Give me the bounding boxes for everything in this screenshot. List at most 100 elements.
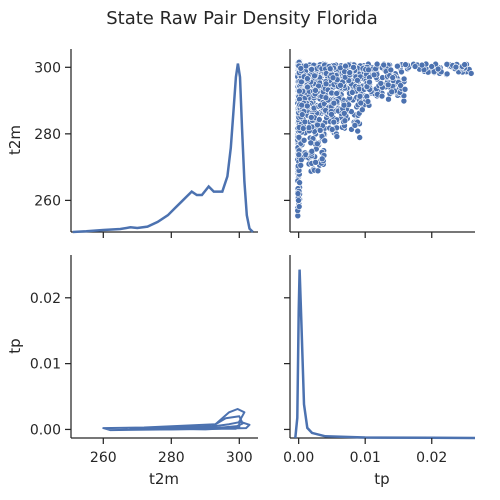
tp-kde-curve bbox=[294, 269, 476, 440]
scatter-point bbox=[373, 60, 381, 68]
scatter-point bbox=[385, 95, 392, 103]
scatter-point bbox=[326, 65, 334, 72]
panel-t2m-kde: 260 280 300 bbox=[34, 49, 258, 238]
scatter-point bbox=[328, 111, 335, 118]
scatter-point bbox=[341, 117, 349, 124]
y-axis-label-tp: tp bbox=[6, 338, 24, 353]
panel-tp-kde-ticks: 0.00 0.01 0.02 bbox=[283, 297, 447, 466]
scatter-point bbox=[316, 127, 324, 134]
scatter-point bbox=[314, 140, 321, 148]
scatter-point bbox=[365, 66, 372, 74]
scatter-point bbox=[315, 116, 323, 123]
scatter-point bbox=[321, 137, 329, 144]
scatter-point bbox=[322, 94, 330, 101]
scatter-point bbox=[311, 72, 318, 80]
scatter-point bbox=[295, 197, 302, 204]
scatter-point bbox=[297, 162, 305, 169]
scatter-point bbox=[452, 63, 460, 71]
scatter-point bbox=[357, 99, 365, 107]
scatter-point bbox=[388, 88, 396, 96]
scatter-point bbox=[387, 66, 395, 74]
scatter-point bbox=[389, 74, 397, 81]
scatter-point bbox=[297, 65, 305, 72]
scatter-point bbox=[348, 89, 356, 96]
scatter-point bbox=[467, 70, 475, 77]
scatter-point bbox=[384, 81, 392, 89]
scatter-point bbox=[294, 190, 302, 197]
panel-kde2d-tp-vs-t2m: 0.00 0.01 0.02 260 280 300 bbox=[30, 255, 258, 466]
scatter-point bbox=[295, 151, 303, 158]
scatter-point bbox=[401, 86, 409, 93]
scatter-point bbox=[340, 101, 348, 109]
panel-kde2d-ticks: 0.00 0.01 0.02 260 280 300 bbox=[30, 291, 253, 466]
scatter-point bbox=[312, 159, 319, 166]
scatter-point bbox=[461, 61, 468, 68]
scatter-point bbox=[418, 61, 426, 69]
scatter-point bbox=[301, 118, 309, 126]
scatter-point bbox=[378, 92, 386, 100]
scatter-point bbox=[333, 90, 341, 97]
scatter-point bbox=[342, 62, 349, 70]
scatter-point bbox=[296, 179, 303, 186]
scatter-point bbox=[340, 110, 348, 117]
scatter-point bbox=[300, 137, 308, 144]
scatter-point bbox=[356, 134, 364, 141]
t2m-kde-curve bbox=[72, 63, 254, 234]
scatter-point bbox=[308, 148, 316, 155]
scatter-point bbox=[394, 62, 401, 70]
scatter-point bbox=[354, 127, 362, 135]
scatter-point bbox=[337, 82, 344, 89]
panel-kde2d-x-tick-label: 280 bbox=[158, 450, 185, 466]
panel-t2m-kde-y-tick-label: 300 bbox=[34, 60, 61, 76]
panel-kde2d-y-tick-label: 0.00 bbox=[30, 422, 61, 438]
scatter-points bbox=[294, 57, 475, 220]
scatter-point bbox=[330, 118, 338, 126]
scatter-point bbox=[443, 70, 451, 78]
scatter-point bbox=[366, 78, 373, 86]
scatter-point bbox=[370, 71, 378, 79]
y-axis-label-t2m: t2m bbox=[6, 125, 24, 155]
panel-tp-kde-x-tick-label: 0.01 bbox=[350, 450, 381, 466]
scatter-point bbox=[333, 133, 341, 140]
scatter-point bbox=[377, 80, 385, 87]
scatter-point bbox=[305, 124, 313, 131]
panel-tp-kde-x-tick-label: 0.02 bbox=[416, 450, 447, 466]
scatter-point bbox=[354, 77, 361, 84]
panel-kde2d-y-tick-label: 0.02 bbox=[30, 291, 61, 307]
scatter-point bbox=[322, 80, 330, 88]
scatter-point bbox=[318, 155, 326, 163]
scatter-point bbox=[304, 83, 311, 91]
panel-tp-kde-x-tick-label: 0.00 bbox=[283, 450, 314, 466]
panel-scatter-ticks bbox=[284, 66, 433, 238]
scatter-point bbox=[308, 66, 315, 73]
scatter-point bbox=[380, 61, 388, 69]
kde2d-contours bbox=[102, 408, 251, 432]
scatter-point bbox=[295, 134, 303, 141]
scatter-point bbox=[304, 75, 311, 82]
scatter-point bbox=[298, 101, 306, 109]
scatter-point bbox=[400, 75, 408, 83]
panel-scatter-t2m-vs-tp bbox=[284, 49, 475, 238]
scatter-point bbox=[398, 68, 405, 76]
kde2d-contour-level bbox=[197, 425, 237, 430]
x-axis-label-tp: tp bbox=[374, 470, 389, 488]
scatter-point bbox=[329, 74, 337, 81]
panel-kde2d-x-tick-label: 300 bbox=[226, 450, 253, 466]
scatter-point bbox=[312, 87, 319, 94]
scatter-point bbox=[411, 63, 419, 70]
scatter-point bbox=[397, 82, 404, 89]
panel-kde2d-y-tick-label: 0.01 bbox=[30, 357, 61, 373]
scatter-point bbox=[298, 111, 306, 118]
scatter-point bbox=[295, 203, 303, 210]
scatter-point bbox=[299, 125, 307, 132]
scatter-point bbox=[330, 99, 338, 107]
scatter-point bbox=[346, 69, 354, 76]
scatter-point bbox=[307, 139, 315, 147]
x-axis-label-t2m: t2m bbox=[149, 470, 179, 488]
scatter-point bbox=[402, 61, 409, 68]
scatter-point bbox=[298, 78, 305, 86]
scatter-point bbox=[303, 102, 311, 110]
scatter-point bbox=[314, 167, 322, 175]
chart-title: State Raw Pair Density Florida bbox=[106, 8, 378, 29]
